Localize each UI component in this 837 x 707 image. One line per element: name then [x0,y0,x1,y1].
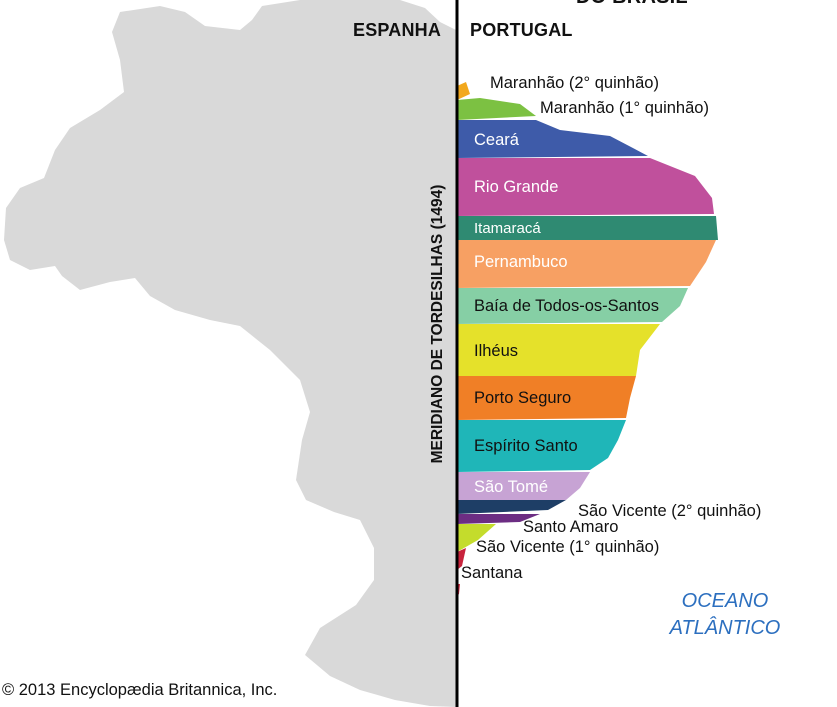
ocean-label-line2: ATLÂNTICO [669,617,781,639]
ocean-label: OCEANO ATLÂNTICO [645,588,805,642]
label-maranhao-1: Maranhão (1° quinhão) [540,99,709,117]
label-ceara: Ceará [474,131,519,149]
captaincy-ilheus [457,324,660,376]
captaincy-sao-tome [457,472,590,500]
copyright-notice: © 2013 Encyclopædia Britannica, Inc. [2,681,278,699]
captaincy-porto-seguro [457,376,636,420]
captaincy-rio-grande [457,158,714,216]
label-santana: Santana [461,564,523,582]
captaincy-maranhao1 [457,98,536,120]
label-itamaraca: Itamaracá [474,220,541,237]
map-title-partial: DO BRASIL [576,0,688,9]
tordesillas-meridian-label: MERIDIANO DE TORDESILHAS (1494) [429,184,446,464]
label-maranhao-2: Maranhão (2° quinhão) [490,74,659,92]
captaincy-maranhao2 [457,82,470,100]
captaincy-sao-vicente2 [457,500,566,514]
label-rio-grande: Rio Grande [474,178,559,196]
captaincy-sao-vicente1 [457,524,496,552]
label-sao-tome: São Tomé [474,478,548,496]
captaincy-itamaraca [457,216,718,240]
label-porto-seguro: Porto Seguro [474,389,572,407]
captaincy-santana [457,548,466,570]
label-sao-vicente-1: São Vicente (1° quinhão) [476,538,660,556]
label-pernambuco: Pernambuco [474,253,568,271]
captaincy-ceara [457,120,648,158]
captaincy-baia [457,288,688,324]
label-santo-amaro: Santo Amaro [523,518,619,536]
label-sao-vicente-2: São Vicente (2° quinhão) [578,502,762,520]
captaincy-pernambuco [457,240,716,288]
portugal-label: PORTUGAL [470,20,573,40]
spanish-side-land [4,0,456,707]
ocean-label-line1: OCEANO [681,590,769,612]
captaincy-espirito-santo [457,420,626,472]
captaincy-santo-amaro [457,514,540,524]
spain-label: ESPANHA [353,20,442,40]
label-espirito-santo: Espírito Santo [474,437,578,455]
label-baia: Baía de Todos-os-Santos [474,297,659,315]
label-ilheus: Ilhéus [474,342,519,360]
